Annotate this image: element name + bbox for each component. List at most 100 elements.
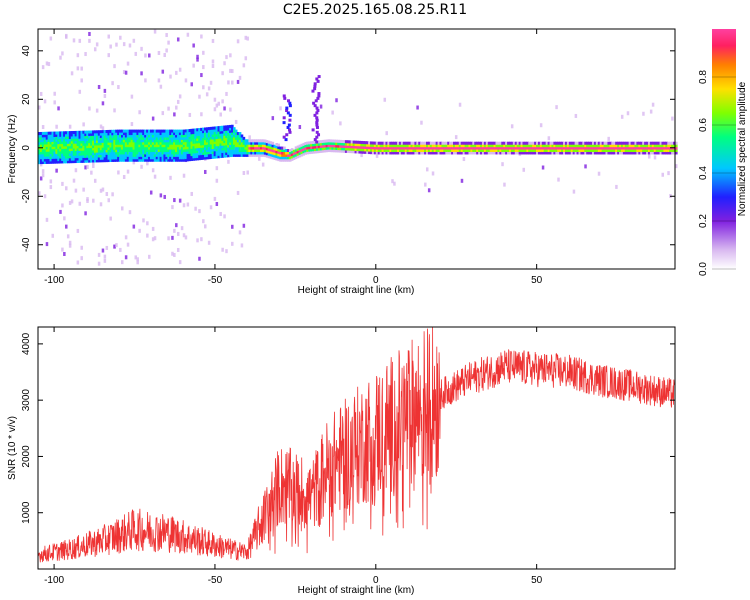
spectrogram-cell [221,135,224,139]
spectrogram-cell [491,144,495,148]
spectrogram-cell [231,80,234,85]
spectrogram-cell [72,133,76,137]
spectrogram-cell [95,108,99,113]
spectrogram-cell [505,141,508,145]
spectrogram-cell [70,143,74,147]
spectrogram-cell [163,153,167,157]
spectrogram-cell [103,149,107,153]
spectrogram-cell [398,141,402,145]
spectrogram-cell [124,129,128,133]
spectrogram-cell [86,147,89,151]
spectrogram-cell [188,145,192,150]
spectrogram-cell [466,146,470,150]
spectrogram-cell [59,158,62,162]
spectrogram-cell [126,156,130,160]
spectrogram-cell [254,151,257,155]
spectrogram-cell [259,149,263,153]
spectrogram-cell [551,149,555,153]
spectrogram-cell [348,140,352,144]
spectrogram-cell [159,144,163,148]
spectrogram-cell [578,149,582,153]
y-tick-label: -40 [21,237,32,252]
spectrogram-cell [138,156,141,160]
spectrogram-cell [65,148,68,152]
spectrogram-cell [563,146,566,150]
spectrogram-cell [68,133,72,137]
spectrogram-cell [63,143,66,147]
spectrogram-cell [271,149,275,153]
spectrogram-cell [545,149,549,153]
spectrogram-cell [483,141,487,145]
spectrogram-cell [186,141,190,145]
spectrogram-cell [628,151,632,155]
spectrogram-cell [167,139,170,143]
spectrogram-cell [458,141,462,145]
spectrogram-cell [103,147,107,151]
spectrogram-cell [441,144,445,148]
spectrogram-cell [215,140,219,144]
spectrogram-cell [227,159,230,164]
spectrogram-cell [121,132,124,136]
spectrogram-cell [227,132,230,136]
spectrogram-cell [275,147,279,151]
spectrogram-cell [180,156,184,160]
spectrogram-cell [352,147,356,151]
spectrogram-cell [109,141,113,146]
spectrogram-cell [261,146,265,150]
spectrogram-cell [169,146,172,150]
spectrogram-cell [499,151,502,155]
spectrogram-cell [119,156,122,160]
spectrogram-cell [466,141,470,145]
spectrogram-cell [76,150,80,154]
spectrogram-cell [186,134,190,138]
spectrogram-cell [532,144,535,148]
spectrogram-cell [140,151,143,155]
spectrogram-cell [283,96,287,100]
spectrogram-cell [68,150,72,154]
spectrogram-cell [503,144,506,148]
spectrogram-cell [433,141,437,145]
spectrogram-cell [267,147,271,151]
spectrogram-cell [45,151,49,155]
spectrogram-cell [240,149,244,153]
spectrogram-cell [146,146,149,150]
spectrogram-cell [389,146,392,150]
spectrogram-cell [642,149,645,153]
spectrogram-cell [474,146,477,150]
spectrogram-cell [72,160,76,164]
spectrogram-cell [269,153,273,157]
spectrogram-cell [464,149,468,153]
spectrogram-cell [122,129,126,133]
spectrogram-cell [456,151,460,155]
spectrogram-cell [202,130,205,134]
spectrogram-cell [41,173,45,178]
spectrogram-cell [244,146,248,150]
spectrogram-cell [615,149,618,153]
spectrogram-cell [576,151,580,155]
spectrogram-cell [194,145,197,149]
spectrogram-cell [285,151,288,155]
spectrogram-cell [514,141,518,145]
spectrogram-cell [126,136,130,140]
spectrogram-cell [159,158,163,162]
spectrogram-cell [43,160,47,164]
spectrogram-cell [74,143,78,147]
spectrogram-cell [470,144,473,148]
spectrogram-cell [265,144,269,148]
spectrogram-cell [456,149,460,153]
spectrogram-cell [653,141,657,145]
spectrogram-cell [429,151,433,155]
spectrogram-cell [101,126,105,131]
spectrogram-cell [225,249,228,254]
spectrogram-cell [259,144,263,148]
x-tick-label: 0 [373,275,379,286]
spectrogram-cell [487,144,491,148]
spectrogram-cell [240,146,244,150]
spectrogram-cell [57,136,60,140]
spectrogram-cell [231,134,234,138]
spectrogram-cell [294,153,298,157]
spectrogram-cell [671,149,674,153]
spectrogram-cell [99,149,103,153]
spectrogram-cell [204,156,207,160]
spectrogram-cell [644,141,647,145]
